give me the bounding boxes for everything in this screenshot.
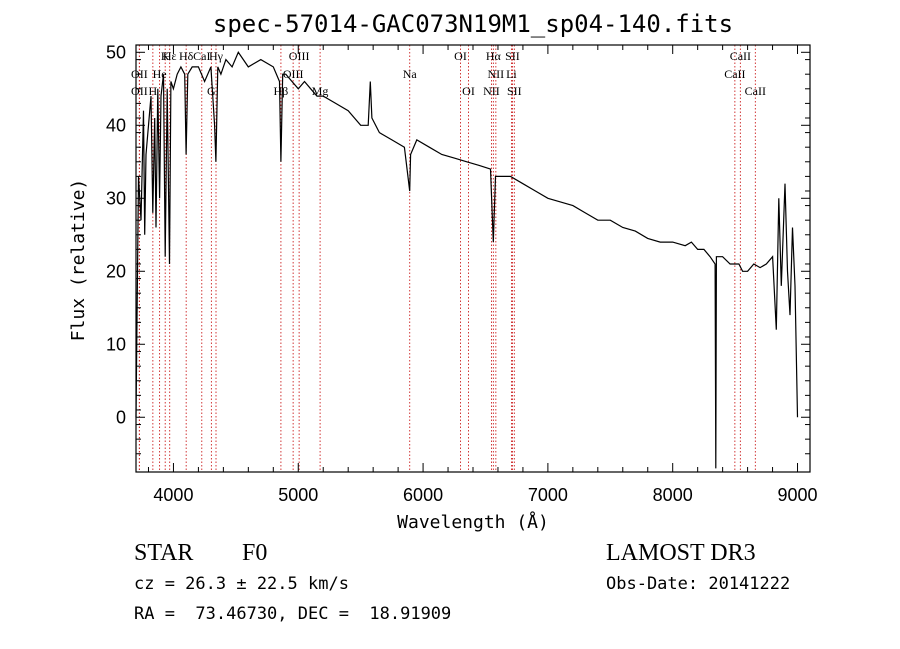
redshift-text: cz = 26.3 ± 22.5 km/s bbox=[134, 574, 349, 594]
line-label: OII bbox=[131, 84, 148, 98]
line-label: OIII bbox=[289, 49, 310, 63]
y-tick-label: 50 bbox=[106, 42, 126, 62]
survey-name: LAMOST DR3 bbox=[606, 540, 756, 566]
x-tick-label: 5000 bbox=[278, 485, 318, 505]
x-tick-label: 7000 bbox=[528, 485, 568, 505]
plot-frame bbox=[135, 44, 811, 473]
spectral-subclass: F0 bbox=[242, 540, 268, 566]
line-label: OI bbox=[462, 84, 475, 98]
line-label: H bbox=[149, 84, 158, 98]
y-tick-label: 10 bbox=[106, 334, 126, 354]
spectrum-line bbox=[135, 51, 799, 469]
line-label: CaI bbox=[193, 49, 210, 63]
x-axis-ticks: 4000 5000 6000 7000 8000 9000 bbox=[147, 45, 818, 505]
line-label: CaII bbox=[745, 84, 766, 98]
line-label: He bbox=[153, 67, 167, 81]
x-tick-label: 8000 bbox=[653, 485, 693, 505]
line-markers bbox=[138, 45, 756, 472]
line-label: CaII bbox=[724, 67, 745, 81]
y-tick-label: 0 bbox=[116, 407, 126, 427]
x-tick-label: 4000 bbox=[153, 485, 193, 505]
line-label: G bbox=[207, 84, 216, 98]
coordinates: RA = 73.46730, DEC = 18.91909 bbox=[134, 604, 452, 624]
line-label: Hβ bbox=[274, 84, 289, 98]
line-label: NII bbox=[483, 84, 500, 98]
y-tick-label: 40 bbox=[106, 115, 126, 135]
line-label: Hγ bbox=[209, 49, 224, 63]
x-tick-label: 6000 bbox=[403, 485, 443, 505]
line-label: SII bbox=[507, 84, 522, 98]
line-label: Hα bbox=[486, 49, 502, 63]
x-tick-label: 9000 bbox=[777, 485, 817, 505]
y-axis-ticks: 0 10 20 30 40 50 bbox=[106, 42, 810, 455]
obs-date: Obs-Date: 20141222 bbox=[606, 574, 791, 594]
line-label: K bbox=[161, 49, 170, 63]
line-label: CaII bbox=[730, 49, 751, 63]
chart-title: spec-57014-GAC073N19M1_sp04-140.fits bbox=[213, 10, 733, 38]
line-label: NII bbox=[488, 67, 505, 81]
y-tick-label: 30 bbox=[106, 188, 126, 208]
object-class: STAR bbox=[134, 540, 194, 566]
y-tick-label: 20 bbox=[106, 261, 126, 281]
line-label: SII bbox=[505, 49, 520, 63]
line-label: Na bbox=[403, 67, 418, 81]
line-label: Li bbox=[506, 67, 517, 81]
x-axis-label: Wavelength (Å) bbox=[397, 511, 549, 533]
line-label: Hδ bbox=[179, 49, 194, 63]
line-label: OI bbox=[454, 49, 467, 63]
y-axis-label: Flux (relative) bbox=[68, 179, 89, 342]
